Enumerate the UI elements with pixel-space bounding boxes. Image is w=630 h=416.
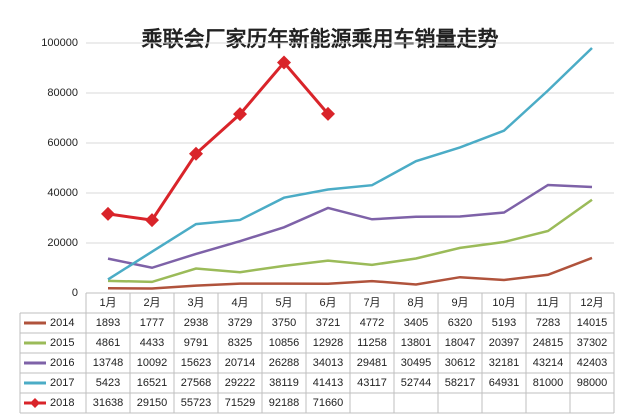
table-cell: 4433 — [140, 337, 164, 349]
series-line — [107, 198, 593, 284]
table-cell: 14015 — [577, 317, 608, 329]
x-tick-label: 5月 — [275, 297, 292, 309]
table-cell: 9791 — [184, 337, 208, 349]
table-cell: 3750 — [272, 317, 296, 329]
point-marker — [101, 206, 115, 221]
table-cell: 10092 — [137, 357, 168, 369]
table-cell: 29222 — [225, 377, 256, 389]
table-cell: 20397 — [489, 337, 520, 349]
table-cell: 92188 — [269, 397, 300, 409]
table-cell: 71660 — [313, 397, 344, 409]
table-cell: 13748 — [93, 357, 124, 369]
table-cell: 52744 — [401, 377, 432, 389]
table-cell: 58217 — [445, 377, 476, 389]
table-cell: 4772 — [360, 317, 384, 329]
x-tick-label: 3月 — [187, 297, 204, 309]
table-cell: 32181 — [489, 357, 520, 369]
table-cell: 34013 — [313, 357, 344, 369]
table-cell: 30612 — [445, 357, 476, 369]
x-tick-label: 10月 — [492, 297, 515, 309]
x-tick-label: 4月 — [231, 297, 248, 309]
table-cell: 29150 — [137, 397, 168, 409]
legend-label: 2016 — [50, 357, 74, 369]
table-cell: 55723 — [181, 397, 212, 409]
table-cell: 8325 — [228, 337, 252, 349]
table-cell: 26288 — [269, 357, 300, 369]
series-line — [107, 256, 593, 290]
table-cell: 41413 — [313, 377, 344, 389]
table-cell: 81000 — [533, 377, 564, 389]
legend-marker — [30, 398, 40, 408]
x-tick-label: 8月 — [407, 297, 424, 309]
table-cell: 37302 — [577, 337, 608, 349]
series-line — [107, 47, 593, 281]
x-tick-label: 1月 — [99, 297, 116, 309]
y-tick-label: 40000 — [47, 187, 78, 199]
x-tick-label: 6月 — [319, 297, 336, 309]
table-cell: 6320 — [448, 317, 472, 329]
table-cell: 13801 — [401, 337, 432, 349]
table-cell: 1893 — [96, 317, 120, 329]
table-cell: 42403 — [577, 357, 608, 369]
table-cell: 30495 — [401, 357, 432, 369]
y-tick-label: 20000 — [47, 237, 78, 249]
x-tick-label: 12月 — [580, 297, 603, 309]
x-tick-label: 2月 — [143, 297, 160, 309]
table-cell: 29481 — [357, 357, 388, 369]
x-tick-label: 11月 — [537, 297, 559, 309]
point-marker — [277, 55, 291, 70]
legend-label: 2014 — [50, 317, 74, 329]
chart-title: 乘联会厂家历年新能源乘用车销量走势 — [141, 27, 499, 51]
table-cell: 3405 — [404, 317, 428, 329]
table-cell: 98000 — [577, 377, 608, 389]
table-cell: 43214 — [533, 357, 564, 369]
y-tick-label: 60000 — [47, 137, 78, 149]
point-marker — [189, 146, 203, 161]
table-cell: 12928 — [313, 337, 344, 349]
series-line — [107, 183, 593, 270]
legend-label: 2015 — [50, 337, 74, 349]
table-cell: 27568 — [181, 377, 212, 389]
table-cell: 3721 — [316, 317, 340, 329]
legend-label: 2018 — [50, 397, 74, 409]
point-marker — [321, 106, 335, 121]
table-cell: 4861 — [96, 337, 120, 349]
y-tick-label: 80000 — [47, 87, 78, 99]
table-cell: 71529 — [225, 397, 256, 409]
table-cell: 11258 — [357, 337, 387, 349]
table-cell: 64931 — [489, 377, 520, 389]
x-tick-label: 9月 — [451, 297, 468, 309]
table-cell: 20714 — [225, 357, 256, 369]
table-cell: 15623 — [181, 357, 212, 369]
table-cell: 31638 — [93, 397, 124, 409]
table-cell: 10856 — [269, 337, 300, 349]
table-cell: 7283 — [536, 317, 560, 329]
y-tick-label: 100000 — [41, 37, 78, 49]
table-cell: 2938 — [184, 317, 208, 329]
table-cell: 16521 — [137, 377, 168, 389]
table-cell: 18047 — [445, 337, 476, 349]
series-line — [107, 60, 330, 222]
table-cell: 3729 — [228, 317, 252, 329]
table-cell: 43117 — [357, 377, 387, 389]
table-cell: 38119 — [269, 377, 299, 389]
table-cell: 5193 — [492, 317, 516, 329]
legend-label: 2017 — [50, 377, 74, 389]
x-tick-label: 7月 — [363, 297, 380, 309]
table-cell: 24815 — [533, 337, 564, 349]
point-marker — [145, 213, 159, 228]
table-cell: 5423 — [96, 377, 120, 389]
table-cell: 1777 — [140, 317, 164, 329]
y-tick-label: 0 — [72, 287, 78, 299]
point-marker — [233, 107, 247, 122]
